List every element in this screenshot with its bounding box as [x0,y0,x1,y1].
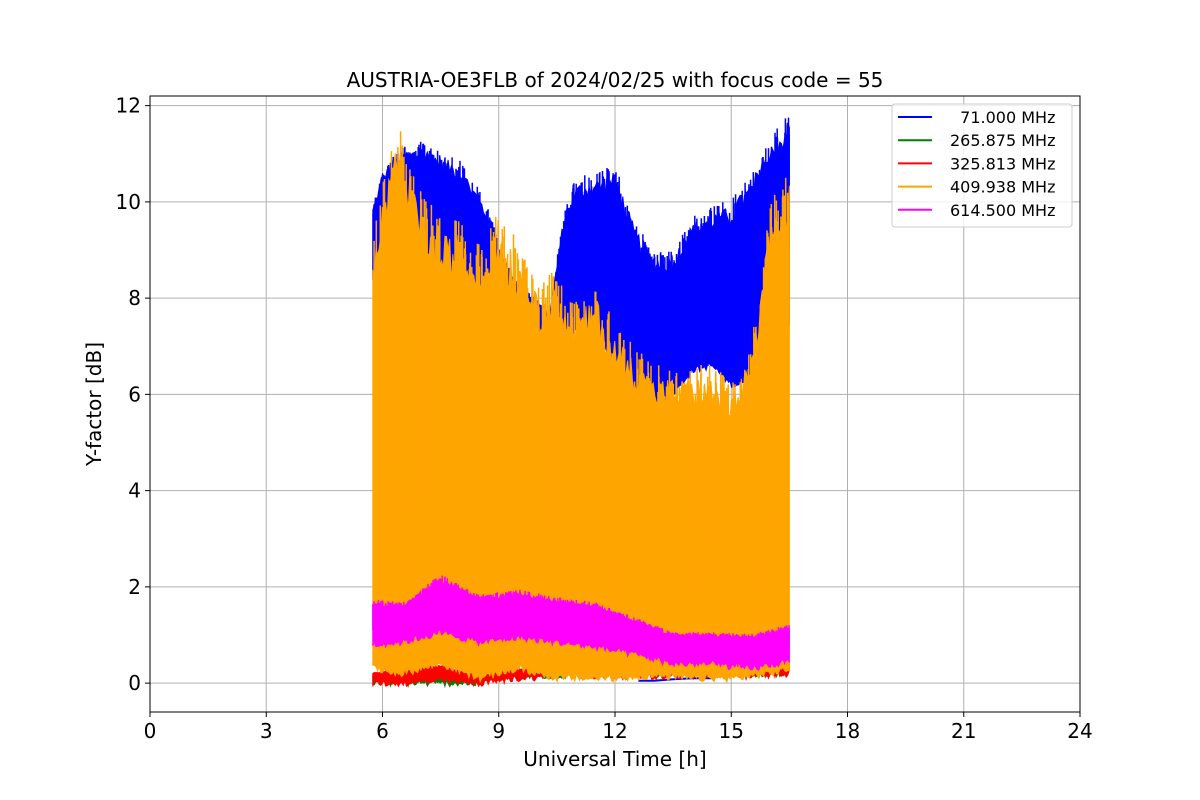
series-spikes-3 [373,131,789,677]
legend-item-4: 614.500 MHz [898,201,1055,220]
chart-title: AUSTRIA-OE3FLB of 2024/02/25 with focus … [347,68,884,92]
legend-label-2: 325.813 MHz [950,154,1055,173]
legend-label-0: 71.000 MHz [950,108,1055,127]
x-axis-label: Universal Time [h] [523,747,706,771]
y-tick-label-4: 8 [128,286,141,310]
y-tick-label-6: 12 [116,94,141,118]
legend: 71.000 MHz 265.875 MHz 325.813 MHz 409.938 … [891,103,1073,228]
y-axis: 0 2 4 6 8 10 12 [116,94,150,695]
x-tick-label-4: 12 [602,719,627,743]
y-tick-label-3: 6 [128,382,141,406]
legend-box [891,103,1073,228]
x-tick-label-2: 6 [376,719,389,743]
series-3 [372,131,790,684]
series-layer [372,117,790,689]
y-tick-label-2: 4 [128,479,141,503]
series-spikes-4 [372,575,790,667]
legend-label-1: 265.875 MHz [950,131,1055,150]
legend-item-3: 409.938 MHz [898,178,1055,197]
x-tick-label-6: 18 [835,719,860,743]
x-tick-label-1: 3 [260,719,273,743]
x-tick-label-3: 9 [492,719,505,743]
legend-label-3: 409.938 MHz [950,178,1055,197]
x-tick-label-7: 21 [951,719,976,743]
series-4 [372,575,790,671]
legend-label-4: 614.500 MHz [950,201,1055,220]
legend-item-1: 265.875 MHz [898,131,1055,150]
x-tick-label-8: 24 [1067,719,1092,743]
legend-item-2: 325.813 MHz [898,154,1055,173]
y-tick-label-5: 10 [116,190,141,214]
x-tick-label-5: 15 [719,719,744,743]
x-tick-label-0: 0 [144,719,157,743]
legend-item-0: 71.000 MHz [898,108,1055,127]
y-tick-label-0: 0 [128,671,141,695]
y-tick-label-1: 2 [128,575,141,599]
x-axis: 0 3 6 9 12 15 18 21 24 [144,712,1093,743]
y-axis-label: Y-factor [dB] [82,342,106,467]
